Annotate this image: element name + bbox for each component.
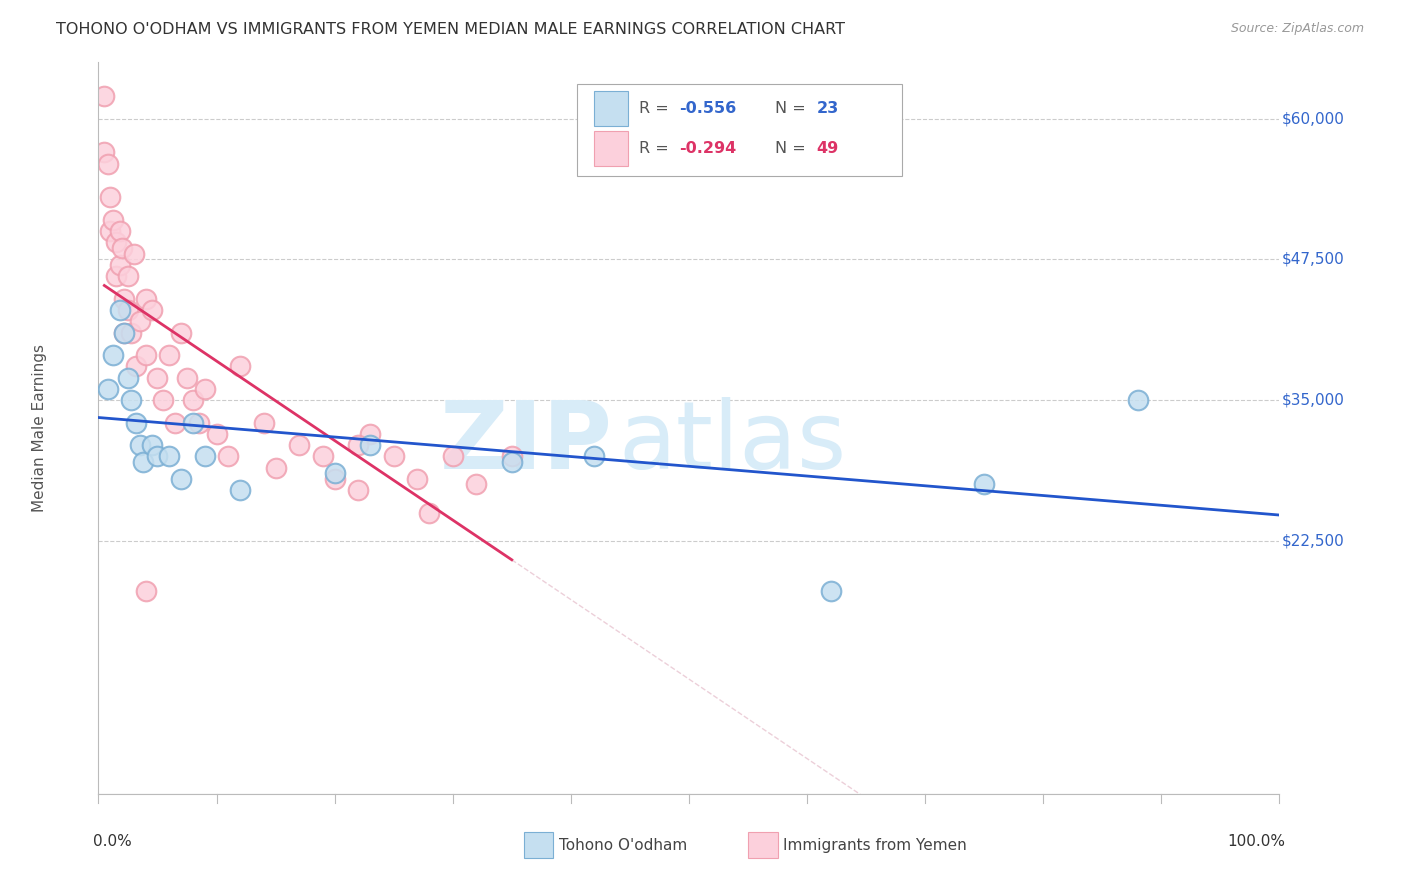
Text: $60,000: $60,000: [1282, 112, 1344, 126]
Point: [229, 359, 252, 374]
Point: [125, 359, 148, 374]
Point: [418, 506, 440, 520]
Point: [108, 303, 131, 318]
Point: [152, 392, 174, 407]
Text: atlas: atlas: [619, 397, 846, 489]
Text: Tohono O'odham: Tohono O'odham: [560, 838, 688, 853]
Point: [112, 326, 135, 340]
Point: [112, 326, 135, 340]
Point: [359, 438, 381, 452]
Text: 23: 23: [817, 101, 839, 116]
Point: [146, 370, 169, 384]
Point: [121, 326, 143, 340]
Text: 100.0%: 100.0%: [1227, 834, 1285, 849]
Point: [112, 292, 135, 306]
Point: [253, 416, 276, 430]
Point: [157, 450, 180, 464]
Point: [187, 416, 209, 430]
Point: [205, 426, 228, 441]
FancyBboxPatch shape: [595, 131, 627, 166]
Point: [323, 472, 346, 486]
Point: [312, 450, 335, 464]
Point: [117, 370, 139, 384]
Point: [165, 416, 187, 430]
Text: Immigrants from Yemen: Immigrants from Yemen: [783, 838, 967, 853]
Point: [359, 426, 381, 441]
Point: [122, 246, 145, 260]
Text: R =: R =: [640, 141, 675, 156]
Point: [128, 438, 150, 452]
Point: [105, 269, 128, 284]
Point: [347, 483, 370, 497]
Text: N =: N =: [775, 141, 811, 156]
Point: [132, 455, 155, 469]
Text: N =: N =: [775, 101, 811, 116]
Point: [93, 145, 115, 160]
Point: [101, 213, 124, 227]
Text: $47,500: $47,500: [1282, 252, 1344, 267]
Text: -0.556: -0.556: [679, 101, 737, 116]
Point: [181, 416, 204, 430]
Point: [117, 269, 139, 284]
Text: $35,000: $35,000: [1282, 392, 1344, 408]
Point: [111, 241, 134, 255]
Point: [501, 455, 523, 469]
Point: [382, 450, 405, 464]
Point: [501, 450, 523, 464]
Point: [141, 438, 163, 452]
Point: [135, 292, 157, 306]
Point: [141, 303, 163, 318]
Point: [194, 450, 217, 464]
Text: $22,500: $22,500: [1282, 533, 1344, 549]
Point: [98, 224, 121, 238]
Point: [264, 460, 287, 475]
Text: 49: 49: [817, 141, 839, 156]
Point: [181, 392, 204, 407]
Text: TOHONO O'ODHAM VS IMMIGRANTS FROM YEMEN MEDIAN MALE EARNINGS CORRELATION CHART: TOHONO O'ODHAM VS IMMIGRANTS FROM YEMEN …: [56, 22, 845, 37]
Point: [176, 370, 198, 384]
Text: Median Male Earnings: Median Male Earnings: [32, 344, 46, 512]
Point: [583, 450, 606, 464]
Point: [973, 477, 995, 491]
Point: [146, 450, 169, 464]
Point: [121, 392, 143, 407]
Point: [323, 466, 346, 480]
Point: [125, 416, 148, 430]
Text: 0.0%: 0.0%: [93, 834, 131, 849]
Point: [108, 258, 131, 272]
Text: -0.294: -0.294: [679, 141, 737, 156]
FancyBboxPatch shape: [523, 832, 553, 858]
Text: ZIP: ZIP: [439, 397, 612, 489]
Point: [101, 348, 124, 362]
Point: [135, 584, 157, 599]
Text: Source: ZipAtlas.com: Source: ZipAtlas.com: [1230, 22, 1364, 36]
Point: [97, 157, 120, 171]
FancyBboxPatch shape: [595, 91, 627, 126]
Point: [170, 326, 193, 340]
Point: [97, 382, 120, 396]
Text: R =: R =: [640, 101, 675, 116]
Point: [128, 314, 150, 328]
Point: [117, 303, 139, 318]
Point: [217, 450, 239, 464]
Point: [406, 472, 429, 486]
Point: [288, 438, 311, 452]
FancyBboxPatch shape: [748, 832, 778, 858]
Point: [347, 438, 370, 452]
Point: [441, 450, 464, 464]
Point: [820, 584, 842, 599]
Point: [108, 224, 131, 238]
Point: [98, 190, 121, 204]
Point: [105, 235, 128, 250]
Point: [229, 483, 252, 497]
Point: [93, 89, 115, 103]
FancyBboxPatch shape: [576, 85, 901, 176]
Point: [1126, 392, 1149, 407]
Point: [465, 477, 488, 491]
Point: [170, 472, 193, 486]
Point: [135, 348, 157, 362]
Point: [157, 348, 180, 362]
Point: [194, 382, 217, 396]
